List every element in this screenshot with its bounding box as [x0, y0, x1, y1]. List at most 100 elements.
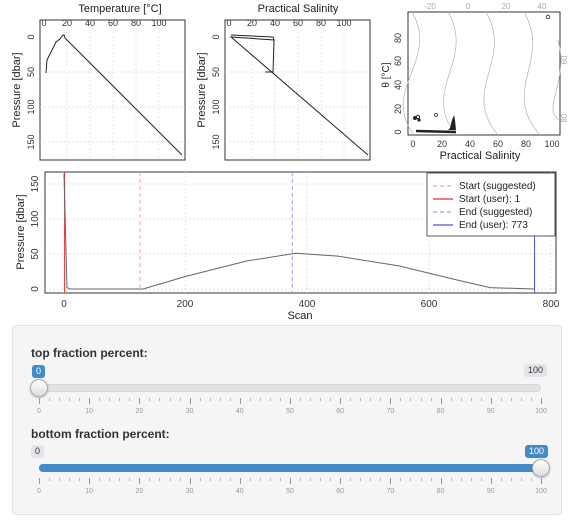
salinity-y-tick: 0 [211, 34, 221, 39]
scan-frame [44, 171, 557, 294]
slider-minor-tick [109, 478, 111, 481]
top-fraction-handle[interactable] [30, 379, 48, 397]
slider-tick-label: 70 [386, 488, 395, 495]
salinity-x-tick: 20 [247, 18, 257, 28]
temperature-grid [40, 20, 185, 160]
ts-y-tick: 60 [393, 56, 403, 66]
slider-minor-tick [229, 398, 231, 401]
ts-density-label: 40 [538, 2, 547, 11]
slider-tick-label: 60 [336, 408, 345, 415]
temperature-frame [39, 19, 186, 161]
slider-minor-tick [209, 398, 211, 401]
ts-density-label: -20 [424, 2, 436, 11]
slider-tick-label: 90 [486, 408, 495, 415]
scan-y-tick: 150 [30, 175, 41, 192]
salinity-x-tick: 40 [270, 18, 280, 28]
slider-minor-tick [149, 398, 151, 401]
legend-label: Start (user): 1 [459, 194, 521, 205]
slider-minor-tick [500, 478, 502, 481]
slider-minor-tick [500, 398, 502, 401]
legend-label: End (user): 773 [459, 220, 528, 231]
slider-minor-tick [249, 478, 251, 481]
ts-density-label: 20 [502, 2, 511, 11]
top-fraction-label: top fraction percent: [31, 346, 148, 360]
plots-svg: Temperature [°C] 0 20 40 60 80 100 0 50 … [11, 2, 569, 320]
slider-tick-label: 10 [85, 408, 94, 415]
slider-tick [390, 398, 392, 404]
ts-x-tick: 80 [521, 139, 531, 149]
temperature-plot: Temperature [°C] 0 20 40 60 80 100 0 50 … [11, 3, 186, 161]
slider-minor-tick [330, 398, 332, 401]
salinity-plot: Practical Salinity 0 20 40 60 80 100 0 5… [196, 3, 371, 161]
scan-y-tick: 50 [30, 248, 41, 260]
plots-area: Temperature [°C] 0 20 40 60 80 100 0 50 … [11, 2, 569, 320]
ts-x-ticks: 0 20 40 60 80 100 [410, 139, 559, 149]
slider-tick-label: 30 [185, 488, 194, 495]
slider-tick [89, 478, 91, 484]
slider-tick [139, 478, 141, 484]
slider-minor-tick [49, 398, 51, 401]
slider-minor-tick [370, 398, 372, 401]
salinity-x-tick: 80 [316, 18, 326, 28]
scan-ylabel: Pressure [dbar] [15, 194, 27, 269]
temperature-y-tick: 0 [26, 34, 36, 39]
slider-minor-tick [520, 398, 522, 401]
ts-frame [407, 11, 561, 136]
pressure-series-line [63, 173, 535, 290]
slider-tick [340, 478, 342, 484]
slider-minor-tick [360, 478, 362, 481]
slider-minor-tick [49, 478, 51, 481]
temperature-x-tick: 60 [108, 18, 118, 28]
scan-x-tick: 800 [543, 299, 560, 310]
slider-minor-tick [209, 478, 211, 481]
slider-minor-tick [450, 478, 452, 481]
slider-minor-tick [79, 398, 81, 401]
ts-y-tick: 0 [393, 129, 403, 134]
slider-minor-tick [119, 398, 121, 401]
slider-tick-label: 50 [286, 488, 294, 495]
slider-minor-tick [430, 398, 432, 401]
slider-minor-tick [129, 398, 131, 401]
legend-label: Start (suggested) [459, 181, 536, 192]
scan-y-tick: 100 [30, 210, 41, 227]
temperature-title: Temperature [°C] [78, 3, 161, 15]
slider-panel: top fraction percent: 0 100 0 10 20 30 40 50 6… [12, 325, 562, 515]
salinity-title: Practical Salinity [258, 3, 339, 15]
top-fraction-track[interactable] [39, 384, 541, 392]
slider-minor-tick [400, 478, 402, 481]
slider-minor-tick [410, 398, 412, 401]
slider-tick-label: 0 [37, 488, 41, 495]
slider-tick [39, 398, 40, 404]
slider-minor-tick [420, 478, 422, 481]
slider-tick [39, 478, 40, 484]
slider-tick-label: 80 [436, 408, 445, 415]
salinity-y-tick: 50 [211, 67, 221, 77]
slider-minor-tick [99, 478, 101, 481]
scan-x-tick: 600 [421, 299, 438, 310]
slider-minor-tick [69, 478, 71, 481]
slider-minor-tick [320, 478, 322, 481]
bottom-fraction-handle[interactable] [532, 459, 550, 477]
temperature-ylabel: Pressure [dbar] [11, 52, 23, 127]
scan-y-ticks: 0 50 100 150 [30, 175, 41, 292]
slider-minor-tick [279, 398, 281, 401]
slider-minor-tick [380, 478, 382, 481]
slider-minor-tick [410, 478, 412, 481]
slider-minor-tick [149, 478, 151, 481]
slider-tick [440, 398, 442, 404]
temperature-y-tick: 100 [26, 99, 36, 114]
slider-tick-label: 10 [85, 488, 94, 495]
slider-minor-tick [259, 398, 261, 401]
scan-xlabel: Scan [287, 310, 312, 320]
slider-minor-tick [330, 478, 332, 481]
slider-tick-label: 40 [235, 408, 244, 415]
slider-tick [139, 398, 141, 404]
slider-tick [340, 398, 342, 404]
slider-minor-tick [380, 398, 382, 401]
slider-minor-tick [129, 478, 131, 481]
temperature-profile-line [45, 34, 183, 156]
slider-minor-tick [219, 398, 221, 401]
slider-minor-tick [300, 478, 302, 481]
slider-minor-tick [59, 398, 61, 401]
salinity-x-tick: 0 [226, 18, 231, 28]
